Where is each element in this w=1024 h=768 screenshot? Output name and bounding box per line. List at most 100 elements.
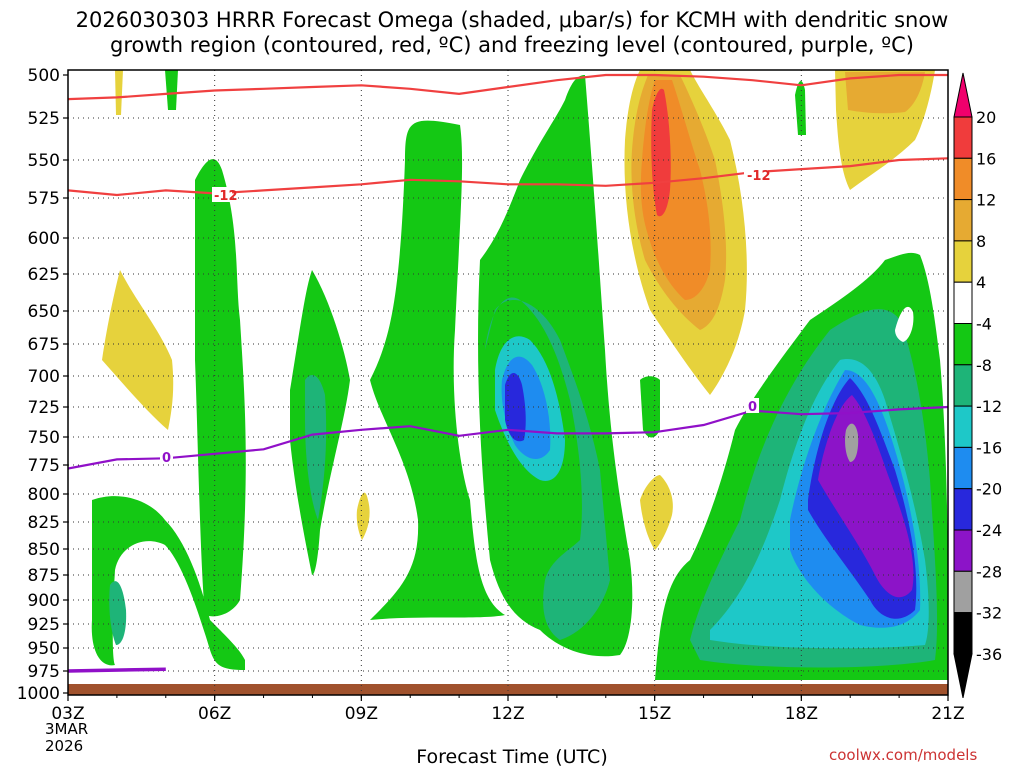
y-tick-label: 850 [28, 540, 60, 560]
x-axis: 03Z 06Z 09Z 12Z 15Z 18Z 21Z [51, 695, 965, 724]
omega-shade-gold-c [845, 72, 925, 114]
colorbar-tick-label: 20 [976, 108, 996, 127]
y-tick-label: 975 [28, 662, 60, 682]
svg-text:0: 0 [162, 451, 171, 466]
y-tick-label: 575 [28, 189, 60, 209]
y-tick-label: 650 [28, 302, 60, 322]
y-tick-label: 500 [28, 66, 60, 86]
colorbar-segment [953, 488, 973, 531]
date-label-year: 2026 [45, 737, 84, 755]
omega-shade-hole-b [895, 306, 914, 342]
y-tick-label: 925 [28, 615, 60, 635]
omega-shade-teal-a [485, 297, 610, 640]
omega-shade-purple-b [818, 395, 914, 598]
omega-shade-teal-c [109, 581, 127, 645]
omega-shade-yellow-e [356, 492, 370, 540]
contour-label-freezing-right: 0 [746, 398, 759, 415]
omega-shading [91, 70, 948, 680]
freezing-level-contour [68, 405, 948, 470]
colorbar-tick-label: -20 [976, 480, 1002, 499]
omega-shade-green-d [370, 120, 505, 620]
x-tick-label: 12Z [491, 704, 524, 724]
y-tick-label: 950 [28, 639, 60, 659]
y-tick-label: 525 [28, 109, 60, 129]
colorbar-tick-label: 4 [976, 273, 986, 292]
omega-shade-yellow-d [640, 475, 673, 550]
x-tick-label: 09Z [345, 704, 378, 724]
colorbar-tick-label: 8 [976, 232, 986, 251]
colorbar-segment [953, 116, 973, 159]
y-tick-label: 875 [28, 566, 60, 586]
omega-shade-gray-b [845, 423, 859, 462]
y-tick-label: 625 [28, 265, 60, 285]
omega-shade-green-i [795, 80, 806, 135]
x-tick-label: 03Z [51, 704, 84, 724]
svg-text:-12: -12 [747, 169, 771, 184]
colorbar: 20 16 12 8 4 -4 -8 -12 -16 -20 -24 -28 -32 -36 [953, 72, 1002, 699]
date-label-day: 3MAR [45, 720, 89, 738]
omega-shade-green-b [195, 159, 246, 617]
x-tick-label: 06Z [198, 704, 231, 724]
contour-label-dgz-top: -12 [744, 167, 771, 184]
colorbar-top-arrow [953, 72, 973, 118]
colorbar-tick-label: 12 [976, 191, 996, 210]
y-tick-label: 1000 [17, 684, 60, 704]
svg-text:0: 0 [748, 400, 757, 415]
omega-shade-green-a [91, 496, 246, 670]
colorbar-tick-label: -12 [976, 397, 1002, 416]
omega-shade-yellow-a [102, 270, 174, 430]
colorbar-tick-label: -8 [976, 356, 992, 375]
colorbar-tick-label: -32 [976, 604, 1002, 623]
contour-label-freezing-left: 0 [160, 449, 173, 466]
dgz-top-contour [68, 73, 948, 101]
y-tick-label: 700 [28, 367, 60, 387]
colorbar-segment [953, 323, 973, 366]
contour-label-dgz-bottom: -12 [212, 187, 238, 204]
colorbar-segment [953, 570, 973, 614]
omega-shade-green-f [640, 376, 660, 438]
colorbar-segment [953, 281, 973, 325]
colorbar-segment [953, 529, 973, 572]
y-tick-label: 600 [28, 229, 60, 249]
omega-shade-green-h [165, 70, 178, 110]
colorbar-segment [953, 199, 973, 242]
x-tick-label: 18Z [785, 704, 818, 724]
colorbar-segment [953, 405, 973, 448]
omega-shade-dkblue-a [505, 372, 526, 442]
colorbar-segment [953, 364, 973, 407]
chart-title-line1: 2026030303 HRRR Forecast Omega (shaded, … [75, 8, 949, 32]
colorbar-tick-label: -36 [976, 645, 1002, 664]
y-tick-label: 675 [28, 335, 60, 355]
y-tick-label: 725 [28, 398, 60, 418]
omega-shade-yellow-f [115, 70, 123, 115]
x-tick-label: 21Z [931, 704, 964, 724]
omega-shade-hole-a [138, 545, 178, 668]
colorbar-tick-label: 16 [976, 149, 996, 168]
colorbar-tick-label: -16 [976, 438, 1002, 457]
grid-lines [68, 70, 948, 695]
ground-surface [68, 684, 948, 695]
colorbar-segment [953, 157, 973, 201]
chart-title-line2: growth region (contoured, red, ºC) and f… [110, 33, 914, 57]
colorbar-bottom-arrow [953, 653, 973, 699]
y-tick-label: 775 [28, 456, 60, 476]
x-axis-label: Forecast Time (UTC) [416, 746, 608, 768]
freezing-surface-contour [68, 667, 166, 673]
credit-link[interactable]: coolwx.com/models [829, 746, 978, 764]
y-tick-label: 550 [28, 151, 60, 171]
y-tick-label: 825 [28, 513, 60, 533]
colorbar-segment [953, 612, 973, 655]
y-tick-label: 750 [28, 428, 60, 448]
colorbar-segment [953, 446, 973, 490]
omega-shade-red-b [651, 88, 671, 217]
y-tick-label: 900 [28, 591, 60, 611]
x-tick-label: 15Z [638, 704, 671, 724]
omega-shade-teal-b [305, 375, 327, 520]
y-tick-label: 800 [28, 485, 60, 505]
y-axis: 500 525 550 575 600 625 650 675 700 725 750 775 800 8… [17, 66, 68, 704]
colorbar-segment [953, 240, 973, 283]
colorbar-tick-label: -28 [976, 562, 1002, 581]
colorbar-tick-label: -24 [976, 521, 1002, 540]
svg-text:-12: -12 [214, 189, 238, 204]
